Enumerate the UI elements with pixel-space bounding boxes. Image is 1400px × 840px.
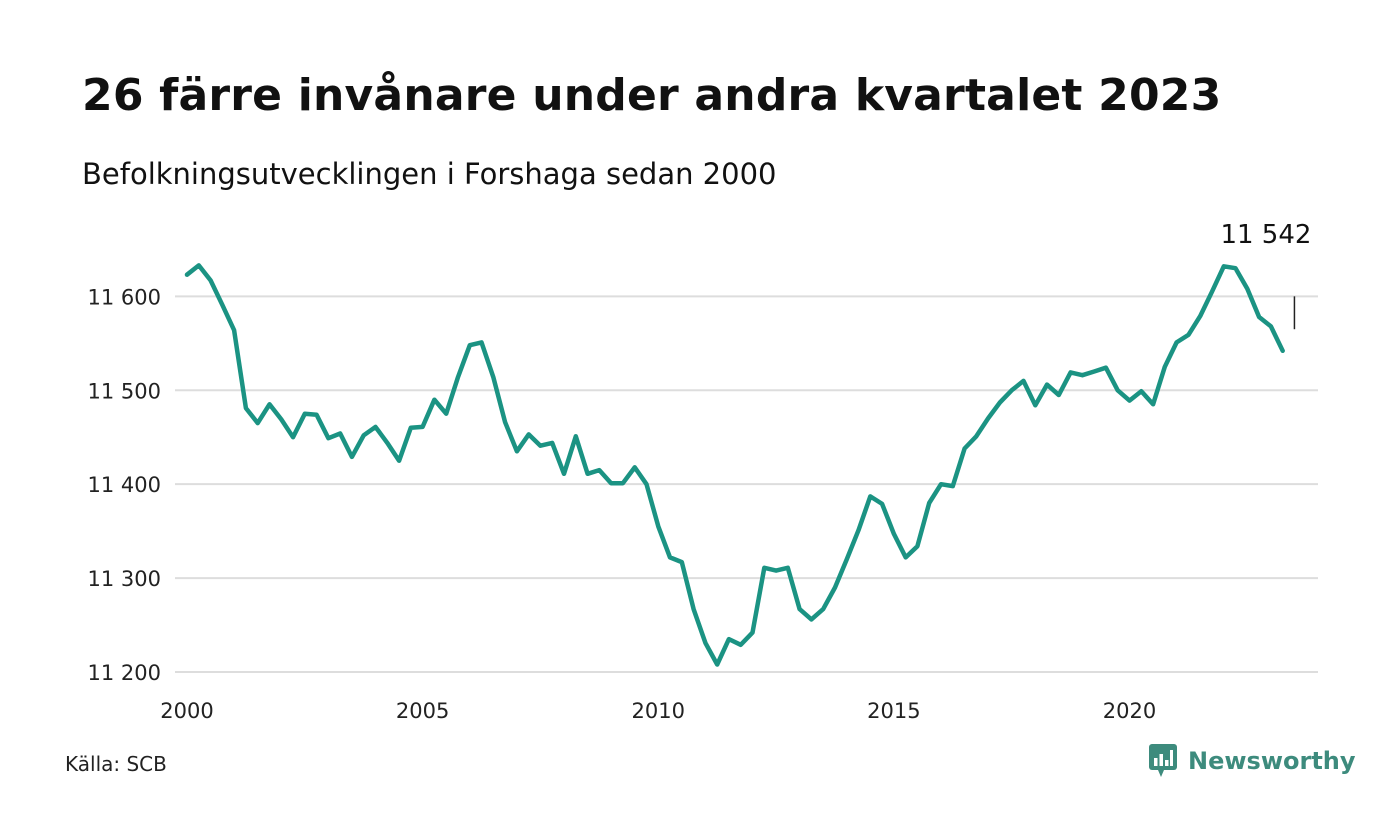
y-axis: 11 200 11 300 11 400 11 500 11 600: [88, 285, 161, 685]
annotation-layer: 11 542: [1220, 220, 1311, 330]
chart-title: 26 färre invånare under andra kvartalet …: [82, 70, 1222, 121]
x-axis: 2000 2005 2010 2015 2020: [160, 699, 1156, 723]
source-note: Källa: SCB: [65, 752, 167, 776]
y-tick-label: 11 300: [88, 567, 161, 591]
x-tick-label: 2010: [632, 699, 685, 723]
annotation-label: 11 542: [1220, 220, 1311, 250]
series-layer: [184, 263, 1285, 667]
brand-name: Newsworthy: [1188, 747, 1356, 775]
y-tick-label: 11 200: [88, 661, 161, 685]
newsworthy-logo-icon: [1149, 744, 1177, 777]
brand-logo[interactable]: Newsworthy: [1148, 743, 1356, 779]
y-tick-label: 11 500: [88, 379, 161, 403]
x-tick-label: 2020: [1103, 699, 1156, 723]
y-tick-label: 11 400: [88, 473, 161, 497]
series-line: [184, 263, 1285, 667]
x-tick-label: 2000: [160, 699, 213, 723]
chart-subtitle: Befolkningsutvecklingen i Forshaga sedan…: [82, 157, 777, 191]
gridlines: [175, 295, 1318, 673]
x-tick-label: 2015: [867, 699, 920, 723]
y-tick-label: 11 600: [88, 285, 161, 309]
x-tick-label: 2005: [396, 699, 449, 723]
